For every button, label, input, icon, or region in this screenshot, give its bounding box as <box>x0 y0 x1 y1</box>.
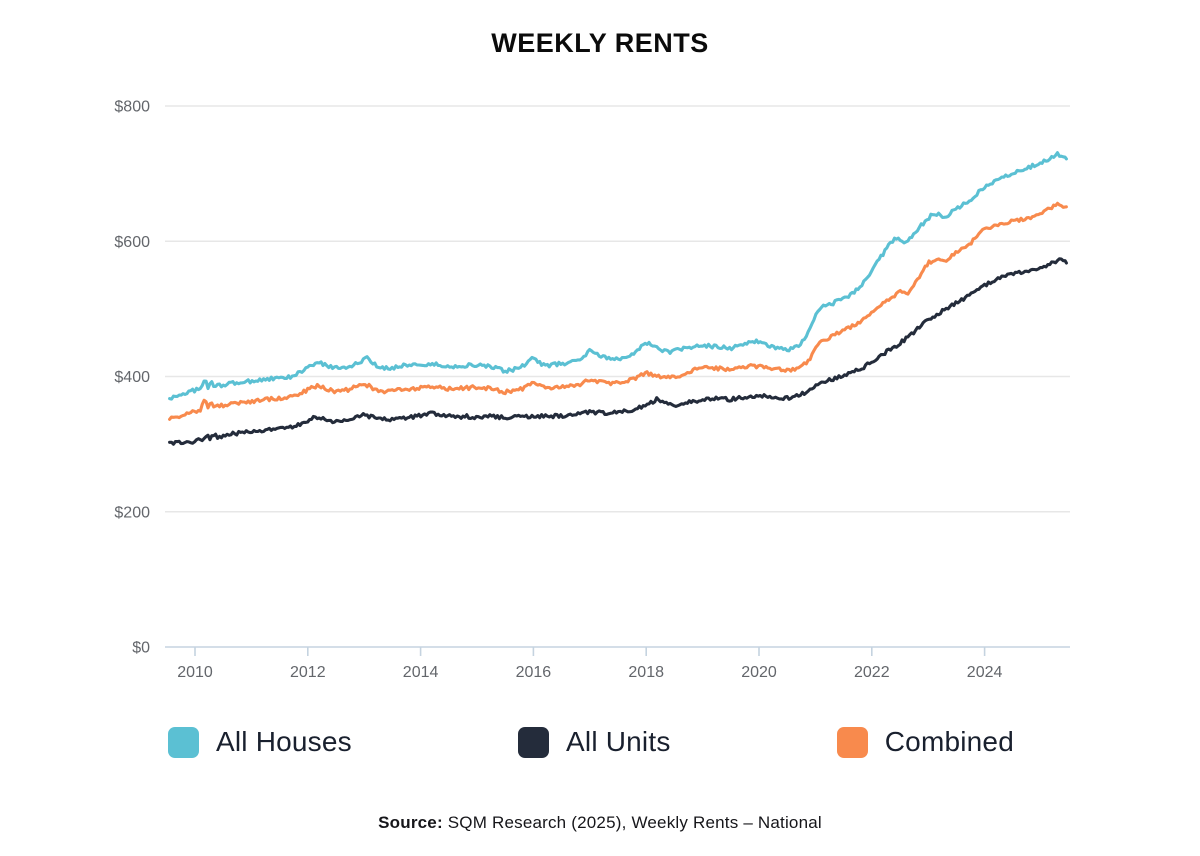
y-tick-label-400: $400 <box>114 369 150 386</box>
series-line-all-houses <box>168 151 1068 401</box>
legend-label-all-units: All Units <box>566 726 671 757</box>
x-tick-label-2022: 2022 <box>854 664 890 681</box>
y-tick-label-0: $0 <box>132 640 150 657</box>
source-note: Source: SQM Research (2025), Weekly Rent… <box>0 813 1200 833</box>
source-text: SQM Research (2025), Weekly Rents – Nati… <box>442 813 822 832</box>
x-tick-label-2012: 2012 <box>290 664 326 681</box>
legend-label-combined: Combined <box>884 726 1014 757</box>
chart-title: WEEKLY RENTS <box>491 28 709 58</box>
series-line-all-units <box>168 257 1068 446</box>
legend: All Houses All Units Combined <box>168 726 1014 758</box>
x-tick-label-2014: 2014 <box>403 664 439 681</box>
legend-item-all-units: All Units <box>518 726 671 758</box>
x-tick-label-2016: 2016 <box>516 664 552 681</box>
legend-item-combined: Combined <box>836 726 1014 758</box>
y-tick-label-200: $200 <box>114 504 150 521</box>
plot-area: $0 $200 $400 $600 $800 2010 2012 2014 2016 2018 20… <box>0 80 1200 700</box>
x-tick-label-2024: 2024 <box>967 664 1003 681</box>
source-label: Source: <box>378 813 443 832</box>
x-tick-label-2018: 2018 <box>628 664 664 681</box>
y-tick-label-800: $800 <box>114 99 150 116</box>
line-chart-svg: $0 $200 $400 $600 $800 2010 2012 2014 2016 2018 20… <box>114 99 1070 681</box>
series-line-combined <box>168 201 1068 421</box>
x-tick-label-2010: 2010 <box>177 664 213 681</box>
y-tick-label-600: $600 <box>114 234 150 251</box>
legend-swatch-combined <box>836 726 868 758</box>
legend-label-all-houses: All Houses <box>216 726 352 757</box>
legend-item-all-houses: All Houses <box>168 726 352 758</box>
legend-swatch-all-houses <box>168 726 199 758</box>
legend-swatch-all-units <box>518 726 550 758</box>
x-tick-label-2020: 2020 <box>741 664 777 681</box>
